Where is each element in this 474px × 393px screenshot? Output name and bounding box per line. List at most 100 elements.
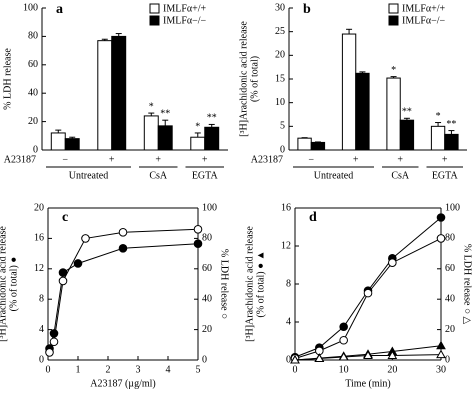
marker	[49, 329, 59, 338]
tick-label: 30	[436, 364, 446, 375]
bar	[399, 119, 415, 151]
bar	[64, 138, 80, 151]
legend-label: IMLFα+/+	[402, 3, 446, 14]
tick-label: 0	[33, 144, 38, 155]
significance: *	[391, 65, 396, 76]
axis-label: (% of total) ● ▲	[255, 250, 266, 317]
tick-label: 5	[196, 364, 201, 375]
x-tick-label: +	[202, 154, 208, 165]
tick-label: 0	[202, 354, 207, 365]
legend-swatch	[388, 3, 399, 14]
bar	[111, 35, 127, 151]
tick-label: 0	[39, 354, 44, 365]
bar	[386, 77, 401, 151]
bar	[50, 132, 66, 151]
marker	[339, 335, 348, 345]
tick-label: 12	[281, 240, 291, 251]
tick-label: 0	[286, 354, 291, 365]
significance: **	[446, 119, 456, 130]
legend-swatch	[149, 15, 160, 26]
significance: **	[160, 108, 170, 119]
significance: **	[402, 107, 412, 118]
significance: **	[207, 113, 217, 124]
tick-label: 5	[280, 121, 285, 132]
axis-label: (% of total)	[249, 56, 260, 102]
bar	[143, 115, 159, 151]
tick-label: 60	[28, 59, 38, 70]
marker	[193, 239, 203, 249]
tick-label: 20	[34, 202, 44, 213]
tick-label: 0	[280, 144, 285, 155]
group-label: Untreated	[314, 170, 353, 181]
marker	[436, 349, 446, 359]
group-label: Untreated	[69, 170, 108, 181]
legend-swatch	[388, 15, 399, 26]
tick-label: 20	[445, 324, 455, 335]
group-label: CsA	[391, 170, 410, 181]
tick-label: 100	[23, 2, 38, 13]
tick-label: 10	[339, 364, 349, 375]
marker	[363, 288, 373, 298]
tick-label: 20	[202, 324, 212, 335]
group-label: EGTA	[432, 170, 459, 181]
bar	[341, 33, 357, 151]
bar	[157, 125, 173, 151]
marker	[436, 234, 446, 243]
bar	[444, 133, 459, 151]
marker	[193, 224, 203, 234]
marker	[73, 259, 83, 268]
tick-label: 100	[202, 202, 217, 213]
tick-label: 16	[34, 233, 44, 244]
series-line	[49, 243, 199, 349]
tick-label: 0	[445, 354, 450, 365]
marker	[338, 351, 349, 361]
bar	[430, 125, 446, 151]
tick-label: 10	[275, 97, 285, 108]
x-tick-label: −	[308, 154, 314, 165]
marker	[290, 354, 300, 364]
tick-label: 60	[202, 263, 212, 274]
tick-label: 20	[387, 364, 397, 375]
tick-label: 4	[286, 316, 291, 327]
bar	[297, 137, 312, 151]
group-label: CsA	[149, 170, 168, 181]
bar	[310, 141, 326, 151]
group-label: EGTA	[192, 170, 219, 181]
tick-label: 80	[202, 233, 212, 244]
significance: *	[149, 101, 154, 112]
tick-label: 20	[28, 116, 38, 127]
significance: *	[195, 121, 200, 132]
tick-label: 12	[34, 263, 44, 274]
tick-label: 40	[28, 87, 38, 98]
marker	[363, 350, 373, 359]
marker	[436, 340, 446, 350]
legend-label: IMLFα−/−	[163, 15, 207, 26]
tick-label: 80	[445, 233, 455, 244]
marker	[58, 268, 68, 277]
bar	[190, 136, 206, 151]
tick-label: 4	[166, 364, 171, 375]
tick-label: 4	[39, 324, 44, 335]
marker	[81, 234, 90, 243]
marker	[118, 228, 128, 237]
bar	[204, 126, 220, 151]
marker	[387, 350, 398, 359]
panel-letter: b	[303, 2, 311, 17]
legend-label: IMLFα−/−	[402, 15, 446, 26]
tick-label: 0	[293, 364, 298, 375]
panel-letter: d	[309, 210, 317, 225]
panel-letter: a	[56, 2, 63, 17]
marker	[314, 353, 325, 362]
tick-label: 100	[445, 202, 460, 213]
panel-letter: c	[62, 210, 68, 225]
tick-label: 8	[39, 293, 44, 304]
x-axis-label: A23187	[251, 154, 283, 165]
tick-label: 60	[445, 263, 455, 274]
tick-label: 1	[76, 364, 81, 375]
marker	[118, 243, 128, 253]
x-tick-label: +	[155, 154, 161, 165]
panel: 0 4 8 12 16 [³H]Arachidonic acid release (% of…	[244, 202, 472, 389]
